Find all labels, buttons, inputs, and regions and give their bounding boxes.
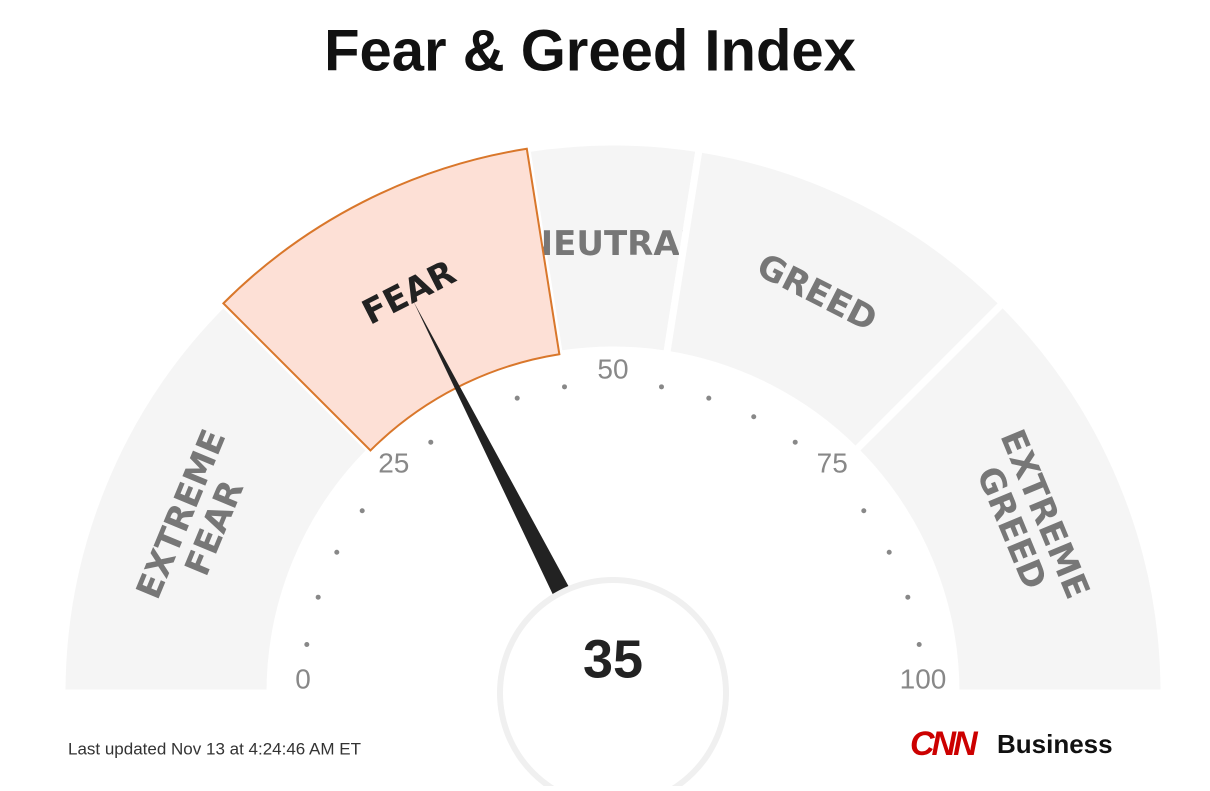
- gauge-band: [221, 147, 561, 452]
- tick-dot: [658, 384, 664, 390]
- tick-label: 25: [378, 448, 409, 479]
- value-label: 35: [583, 629, 643, 689]
- band-label-line: NEUTRAL: [525, 224, 702, 264]
- footer: Last updated Nov 13 at 4:24:46 AM ET: [68, 739, 361, 758]
- tick-dot: [334, 549, 340, 555]
- tick-dot: [562, 384, 568, 390]
- tick-label: 75: [817, 448, 848, 479]
- tick-dot: [359, 508, 365, 514]
- tick-dot: [751, 414, 757, 420]
- tick-dot: [905, 594, 911, 600]
- logo: CNN: [910, 725, 979, 763]
- tick-dot: [706, 395, 712, 401]
- tick-label: 50: [597, 353, 628, 384]
- tick-dot: [792, 439, 798, 445]
- tick-label: 0: [295, 663, 311, 694]
- tick-dot: [304, 642, 310, 648]
- gauge-band: [58, 298, 376, 697]
- tick-dot: [514, 395, 520, 401]
- chart-title: Fear & Greed Index: [324, 18, 856, 83]
- center-disc: [503, 583, 723, 791]
- tick-label: 100: [900, 663, 947, 694]
- tick-dot: [916, 642, 922, 648]
- tick-dot: [861, 508, 867, 514]
- tick-dot: [315, 594, 321, 600]
- gauge-band: [850, 298, 1168, 697]
- logo-text: Business: [997, 729, 1113, 759]
- tick-dot: [886, 549, 892, 555]
- band-label: NEUTRAL: [525, 224, 702, 264]
- tick-dot: [428, 439, 434, 445]
